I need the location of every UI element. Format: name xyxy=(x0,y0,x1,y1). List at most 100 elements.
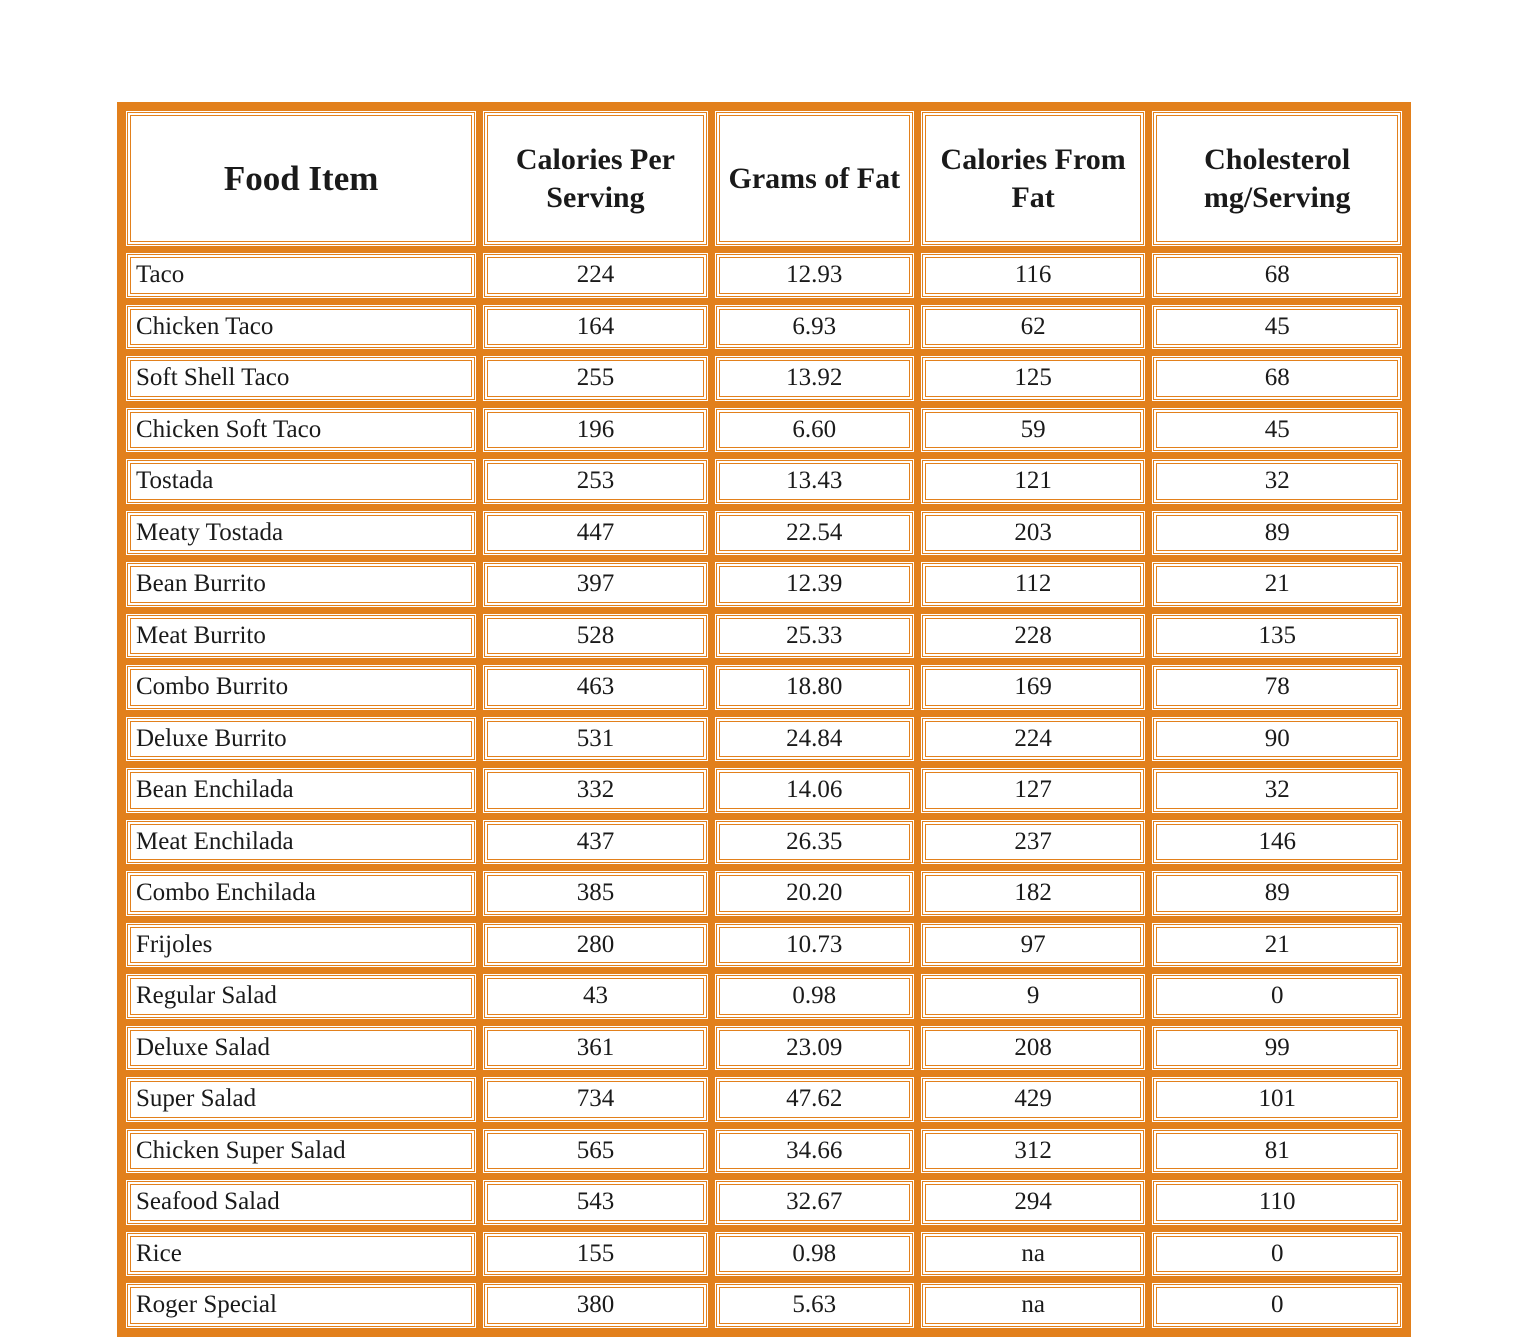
food-name-cell: Meaty Tostada xyxy=(125,510,477,557)
table-header: Food Item Calories Per Serving Grams of … xyxy=(125,110,1403,247)
header-row: Food Item Calories Per Serving Grams of … xyxy=(125,110,1403,247)
nutrition-table: Food Item Calories Per Serving Grams of … xyxy=(117,102,1411,1337)
food-name-cell: Combo Burrito xyxy=(125,664,477,711)
food-name-cell: Combo Enchilada xyxy=(125,870,477,917)
col-header-calories-fat: Calories From Fat xyxy=(920,110,1146,247)
fat-grams-cell: 26.35 xyxy=(714,819,915,866)
calories-fat-cell: 429 xyxy=(920,1076,1146,1123)
nutrition-table-container: Food Item Calories Per Serving Grams of … xyxy=(117,102,1411,1337)
food-name-cell: Seafood Salad xyxy=(125,1179,477,1226)
calories-cell: 565 xyxy=(482,1128,708,1175)
fat-grams-cell: 13.92 xyxy=(714,355,915,402)
cholesterol-cell: 135 xyxy=(1151,613,1403,660)
calories-cell: 43 xyxy=(482,973,708,1020)
cholesterol-cell: 0 xyxy=(1151,973,1403,1020)
fat-grams-cell: 6.93 xyxy=(714,304,915,351)
food-name-cell: Soft Shell Taco xyxy=(125,355,477,402)
calories-fat-cell: 203 xyxy=(920,510,1146,557)
col-header-food-item: Food Item xyxy=(125,110,477,247)
table-row: Chicken Super Salad56534.6631281 xyxy=(125,1128,1403,1175)
calories-fat-cell: na xyxy=(920,1282,1146,1329)
calories-fat-cell: 312 xyxy=(920,1128,1146,1175)
table-row: Meat Enchilada43726.35237146 xyxy=(125,819,1403,866)
fat-grams-cell: 32.67 xyxy=(714,1179,915,1226)
cholesterol-cell: 0 xyxy=(1151,1231,1403,1278)
calories-fat-cell: 224 xyxy=(920,716,1146,763)
table-row: Combo Enchilada38520.2018289 xyxy=(125,870,1403,917)
cholesterol-cell: 21 xyxy=(1151,561,1403,608)
food-name-cell: Bean Burrito xyxy=(125,561,477,608)
calories-fat-cell: 112 xyxy=(920,561,1146,608)
calories-fat-cell: 294 xyxy=(920,1179,1146,1226)
table-row: Meaty Tostada44722.5420389 xyxy=(125,510,1403,557)
fat-grams-cell: 20.20 xyxy=(714,870,915,917)
food-name-cell: Rice xyxy=(125,1231,477,1278)
calories-fat-cell: 125 xyxy=(920,355,1146,402)
cholesterol-cell: 101 xyxy=(1151,1076,1403,1123)
col-header-fat-grams: Grams of Fat xyxy=(714,110,915,247)
table-row: Roger Special3805.63na0 xyxy=(125,1282,1403,1329)
food-name-cell: Chicken Super Salad xyxy=(125,1128,477,1175)
cholesterol-cell: 45 xyxy=(1151,304,1403,351)
fat-grams-cell: 12.93 xyxy=(714,252,915,299)
calories-fat-cell: 116 xyxy=(920,252,1146,299)
calories-fat-cell: 127 xyxy=(920,767,1146,814)
cholesterol-cell: 68 xyxy=(1151,252,1403,299)
cholesterol-cell: 68 xyxy=(1151,355,1403,402)
calories-cell: 528 xyxy=(482,613,708,660)
cholesterol-cell: 78 xyxy=(1151,664,1403,711)
table-row: Deluxe Burrito53124.8422490 xyxy=(125,716,1403,763)
calories-cell: 385 xyxy=(482,870,708,917)
fat-grams-cell: 6.60 xyxy=(714,407,915,454)
cholesterol-cell: 90 xyxy=(1151,716,1403,763)
calories-fat-cell: 121 xyxy=(920,458,1146,505)
food-name-cell: Tostada xyxy=(125,458,477,505)
col-header-calories: Calories Per Serving xyxy=(482,110,708,247)
calories-fat-cell: 9 xyxy=(920,973,1146,1020)
table-row: Bean Enchilada33214.0612732 xyxy=(125,767,1403,814)
table-row: Regular Salad430.9890 xyxy=(125,973,1403,1020)
table-row: Tostada25313.4312132 xyxy=(125,458,1403,505)
food-name-cell: Chicken Soft Taco xyxy=(125,407,477,454)
calories-cell: 531 xyxy=(482,716,708,763)
table-row: Chicken Taco1646.936245 xyxy=(125,304,1403,351)
calories-cell: 463 xyxy=(482,664,708,711)
calories-fat-cell: 208 xyxy=(920,1025,1146,1072)
table-body: Taco22412.9311668Chicken Taco1646.936245… xyxy=(125,252,1403,1329)
calories-cell: 280 xyxy=(482,922,708,969)
calories-cell: 437 xyxy=(482,819,708,866)
fat-grams-cell: 25.33 xyxy=(714,613,915,660)
calories-fat-cell: 97 xyxy=(920,922,1146,969)
calories-cell: 447 xyxy=(482,510,708,557)
table-row: Bean Burrito39712.3911221 xyxy=(125,561,1403,608)
calories-cell: 734 xyxy=(482,1076,708,1123)
food-name-cell: Regular Salad xyxy=(125,973,477,1020)
food-name-cell: Taco xyxy=(125,252,477,299)
calories-cell: 224 xyxy=(482,252,708,299)
calories-cell: 397 xyxy=(482,561,708,608)
table-row: Frijoles28010.739721 xyxy=(125,922,1403,969)
fat-grams-cell: 12.39 xyxy=(714,561,915,608)
calories-cell: 255 xyxy=(482,355,708,402)
cholesterol-cell: 21 xyxy=(1151,922,1403,969)
food-name-cell: Roger Special xyxy=(125,1282,477,1329)
cholesterol-cell: 32 xyxy=(1151,458,1403,505)
food-name-cell: Deluxe Salad xyxy=(125,1025,477,1072)
calories-fat-cell: 169 xyxy=(920,664,1146,711)
fat-grams-cell: 10.73 xyxy=(714,922,915,969)
food-name-cell: Deluxe Burrito xyxy=(125,716,477,763)
calories-fat-cell: 182 xyxy=(920,870,1146,917)
calories-cell: 361 xyxy=(482,1025,708,1072)
food-name-cell: Frijoles xyxy=(125,922,477,969)
food-name-cell: Chicken Taco xyxy=(125,304,477,351)
food-name-cell: Bean Enchilada xyxy=(125,767,477,814)
calories-cell: 332 xyxy=(482,767,708,814)
fat-grams-cell: 24.84 xyxy=(714,716,915,763)
table-row: Taco22412.9311668 xyxy=(125,252,1403,299)
cholesterol-cell: 99 xyxy=(1151,1025,1403,1072)
cholesterol-cell: 32 xyxy=(1151,767,1403,814)
food-name-cell: Meat Enchilada xyxy=(125,819,477,866)
fat-grams-cell: 47.62 xyxy=(714,1076,915,1123)
fat-grams-cell: 5.63 xyxy=(714,1282,915,1329)
calories-cell: 164 xyxy=(482,304,708,351)
